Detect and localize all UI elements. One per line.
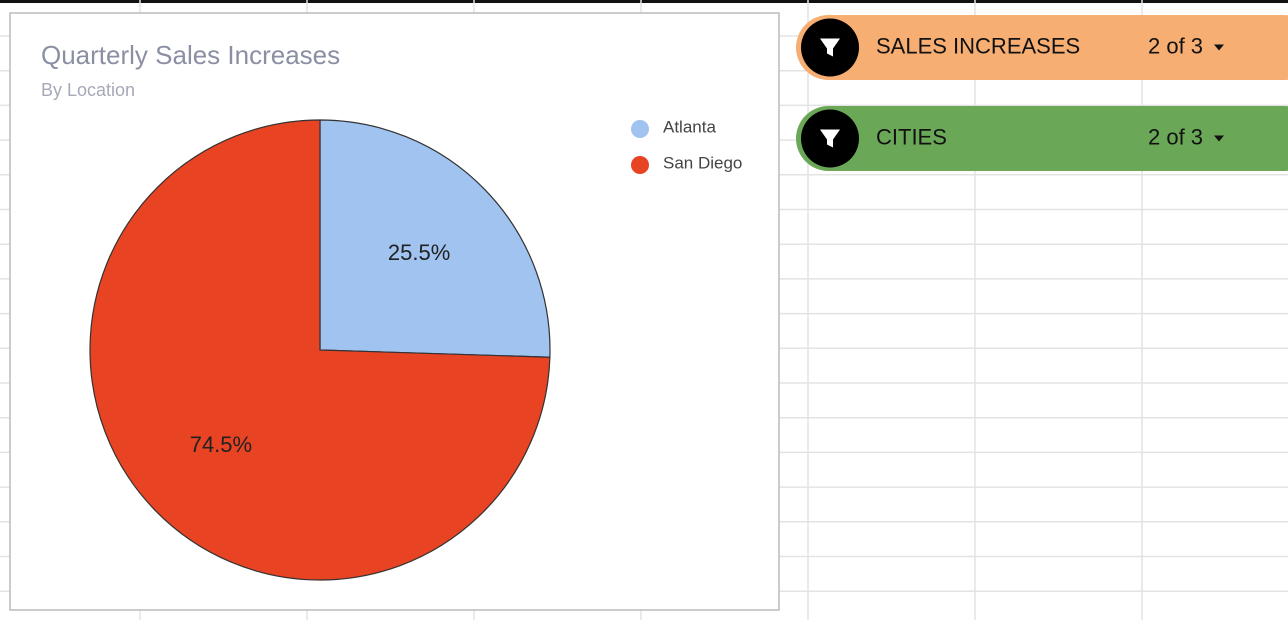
top-edge (0, 0, 1288, 3)
filter-pill[interactable]: SALES INCREASES 2 of 3 (796, 15, 1288, 80)
filter-icon (820, 38, 840, 57)
legend-label: San Diego (663, 153, 742, 172)
filter-pill[interactable]: CITIES 2 of 3 (796, 106, 1288, 171)
dropdown-caret[interactable] (1214, 44, 1224, 51)
chart-subtitle: By Location (41, 80, 135, 100)
slice-label: 74.5% (190, 432, 252, 457)
legend-swatch (631, 156, 649, 174)
pie-slice (89, 119, 551, 581)
slice-label: 25.5% (388, 240, 450, 265)
chart-title: Quarterly Sales Increases (41, 40, 340, 70)
pie-slice (319, 119, 551, 358)
filter-pill-background[interactable] (796, 106, 1288, 171)
filter-status[interactable]: 2 of 3 (1148, 124, 1203, 149)
filter-pill-background[interactable] (796, 15, 1288, 80)
filter-label: CITIES (876, 124, 947, 149)
dropdown-caret[interactable] (1214, 135, 1224, 142)
legend: Atlanta San Diego (631, 117, 742, 174)
filter-label: SALES INCREASES (876, 33, 1080, 58)
filters: SALES INCREASES 2 of 3 CITIES 2 of 3 (796, 15, 1288, 171)
legend-label: Atlanta (663, 117, 716, 136)
filter-icon (820, 129, 840, 148)
legend-swatch (631, 120, 649, 138)
filter-status[interactable]: 2 of 3 (1148, 33, 1203, 58)
pie: 25.5% 74.5% (89, 119, 551, 581)
